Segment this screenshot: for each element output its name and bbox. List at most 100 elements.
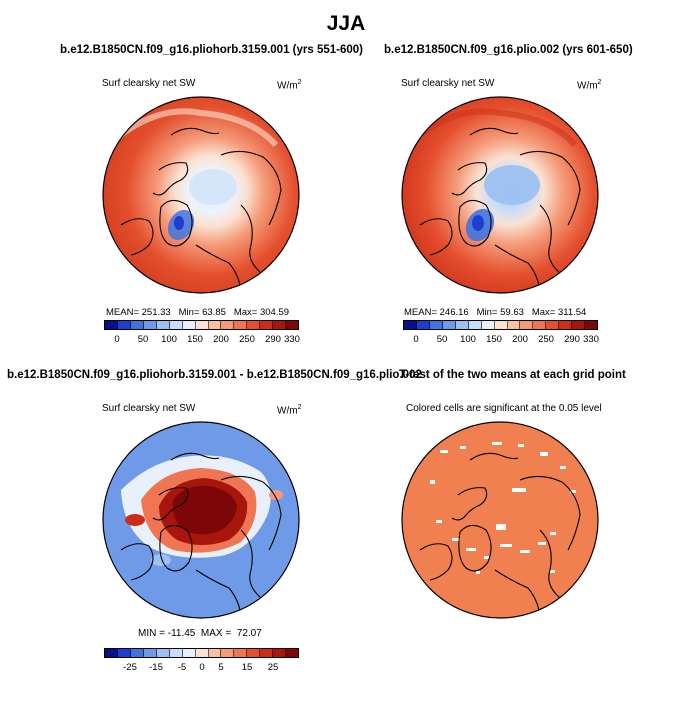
colorbar-swatch [429, 321, 443, 329]
colorbar-swatch [169, 321, 183, 329]
cbar-tick: 290 [564, 334, 580, 345]
cbar-tick: -15 [149, 662, 163, 673]
panel-3-patch [151, 554, 171, 566]
panel-1-title: b.e12.B1850CN.f09_g16.pliohorb.3159.001 … [60, 44, 363, 56]
cbar-tick: 100 [161, 334, 177, 345]
colorbar-swatch [143, 649, 157, 657]
panel-2-coastlines [419, 127, 581, 292]
panel-3-map-border [102, 421, 300, 619]
colorbar-swatch [533, 321, 547, 329]
cbar-tick: 25 [267, 662, 279, 673]
panel-3-colorbar [104, 648, 299, 658]
cbar-tick: 50 [137, 334, 149, 345]
colorbar-swatch [195, 321, 209, 329]
colorbar-swatch [221, 649, 235, 657]
panel-4-significant [402, 422, 598, 618]
cbar-tick: 250 [538, 334, 554, 345]
colorbar-swatch [221, 321, 235, 329]
panel-2-stats: MEAN= 246.16 Min= 59.63 Max= 311.54 [404, 307, 587, 318]
panel-3-patch [125, 514, 145, 526]
colorbar-swatch [520, 321, 534, 329]
panel-3-stats: MIN = -11.45 MAX = 72.07 [138, 628, 262, 639]
colorbar-swatch [247, 321, 261, 329]
colorbar-swatch [442, 321, 456, 329]
panel-3-coastlines [120, 452, 282, 617]
panel-3-peak [172, 485, 237, 535]
cbar-tick: 5 [218, 662, 224, 673]
colorbar-swatch [494, 321, 508, 329]
panel-3-map [102, 421, 300, 619]
colorbar-swatch [105, 649, 118, 657]
colorbar-swatch [105, 321, 118, 329]
panel-3-units: W/m2 [277, 404, 302, 417]
cbar-tick: 50 [436, 334, 448, 345]
panel-4-not-significant [430, 442, 576, 574]
colorbar-swatch [585, 321, 598, 329]
panel-2-map-border [401, 96, 599, 294]
panel-1-map-border [102, 96, 300, 294]
cbar-tick: 290 [265, 334, 281, 345]
panel-1-coastlines [120, 127, 282, 292]
colorbar-swatch [117, 649, 131, 657]
cbar-tick: 150 [187, 334, 203, 345]
panel-3-colorbar-ticks: -25 -15 -5 0 5 15 25 [104, 662, 299, 674]
cbar-tick: 200 [213, 334, 229, 345]
cbar-tick: 330 [583, 334, 599, 345]
colorbar-swatch [559, 321, 573, 329]
colorbar-swatch [195, 649, 209, 657]
colorbar-swatch [169, 649, 183, 657]
colorbar-swatch [156, 321, 170, 329]
colorbar-swatch [208, 321, 222, 329]
panel-4-map-border [401, 421, 599, 619]
colorbar-swatch [234, 321, 248, 329]
colorbar-swatch [234, 649, 248, 657]
colorbar-swatch [208, 649, 222, 657]
panel-2-title: b.e12.B1850CN.f09_g16.plio.002 (yrs 601-… [384, 44, 633, 56]
colorbar-swatch [273, 649, 287, 657]
colorbar-swatch [143, 321, 157, 329]
panel-1-colorbar-ticks: 0 50 100 150 200 250 290 330 [104, 334, 300, 346]
colorbar-swatch [572, 321, 586, 329]
page-title: JJA [326, 12, 366, 35]
colorbar-swatch [455, 321, 469, 329]
colorbar-swatch [546, 321, 560, 329]
colorbar-swatch [156, 649, 170, 657]
cbar-tick: 15 [241, 662, 253, 673]
cbar-tick: -5 [177, 662, 187, 673]
panel-2-colorbar-ticks: 0 50 100 150 200 250 290 330 [403, 334, 599, 346]
panel-4-title: T-test of the two means at each grid poi… [399, 369, 626, 381]
panel-1-stats: MEAN= 251.33 Min= 63.85 Max= 304.59 [106, 307, 290, 318]
cbar-tick: 0 [199, 662, 205, 673]
colorbar-swatch [286, 649, 299, 657]
panel-3-colorbar-swatches [104, 648, 299, 658]
colorbar-swatch [182, 649, 196, 657]
colorbar-swatch [130, 321, 144, 329]
panel-1-colorbar-swatches [104, 320, 299, 330]
panel-1-arctic-low [189, 169, 237, 205]
colorbar-swatch [117, 321, 131, 329]
cbar-tick: -25 [123, 662, 137, 673]
panel-2-arctic-low [484, 165, 540, 205]
colorbar-swatch [273, 321, 287, 329]
panel-4-subtitle: Colored cells are significant at the 0.0… [406, 403, 602, 414]
colorbar-swatch [182, 321, 196, 329]
panel-2-greenland-core [472, 215, 484, 231]
panel-2-colorbar-swatches [403, 320, 598, 330]
panel-3-variable: Surf clearsky net SW [102, 403, 196, 414]
colorbar-swatch [286, 321, 299, 329]
panel-1-map [102, 96, 300, 294]
colorbar-swatch [468, 321, 482, 329]
colorbar-swatch [481, 321, 495, 329]
panel-3-title: b.e12.B1850CN.f09_g16.pliohorb.3159.001 … [7, 369, 422, 381]
panel-1-variable: Surf clearsky net SW [102, 78, 196, 89]
cbar-tick: 200 [512, 334, 528, 345]
colorbar-swatch [247, 649, 261, 657]
panel-2-colorbar [403, 320, 598, 330]
cbar-tick: 0 [114, 334, 120, 345]
panel-2-variable: Surf clearsky net SW [401, 78, 495, 89]
colorbar-swatch [416, 321, 430, 329]
panel-1-units: W/m2 [277, 79, 302, 92]
cbar-tick: 330 [284, 334, 300, 345]
cbar-tick: 250 [239, 334, 255, 345]
panel-4-map [401, 421, 599, 619]
